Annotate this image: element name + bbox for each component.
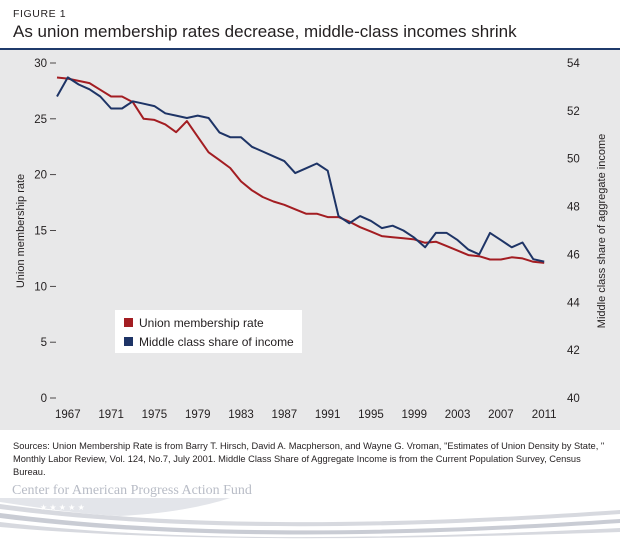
- x-tick-label: 1995: [358, 409, 384, 421]
- line-chart: Union membership rate Middle class share…: [15, 58, 608, 421]
- y-right-tick-label: 46: [567, 249, 580, 261]
- y-right-tick-label: 48: [567, 202, 580, 214]
- x-tick-label: 1991: [315, 409, 341, 421]
- legend-label-middle-class: Middle class share of income: [139, 335, 294, 349]
- union-membership-line: [56, 76, 545, 264]
- chart-title: As union membership rates decrease, midd…: [13, 22, 517, 41]
- y-right-tick-label: 54: [567, 58, 580, 70]
- x-tick-label: 2007: [488, 409, 514, 421]
- y-left-tick-label: 25: [34, 114, 47, 126]
- y-left-tick-label: 5: [41, 337, 47, 349]
- x-tick-label: 2011: [532, 409, 557, 421]
- y-left-tick-label: 10: [34, 281, 47, 293]
- x-tick-label: 1971: [98, 409, 124, 421]
- y-left-tick-label: 0: [41, 393, 47, 405]
- y-left-tick-label: 30: [34, 58, 47, 70]
- x-tick-label: 1979: [185, 409, 211, 421]
- figure-label: FIGURE 1: [13, 8, 67, 20]
- flag-stripes-decoration: ★ ★ ★ ★ ★: [0, 498, 620, 539]
- y-right-tick-label: 40: [567, 393, 580, 405]
- svg-text:★ ★ ★ ★ ★: ★ ★ ★ ★ ★: [40, 503, 85, 512]
- legend-swatch-union: [124, 318, 133, 327]
- y-left-tick-label: 15: [34, 226, 47, 238]
- y-right-tick-label: 52: [567, 106, 580, 118]
- x-tick-label: 1983: [228, 409, 254, 421]
- x-tick-label: 1999: [401, 409, 427, 421]
- x-tick-label: 1967: [55, 409, 81, 421]
- y-left-tick-label: 20: [34, 170, 47, 182]
- legend-swatch-middle-class: [124, 337, 133, 346]
- title-rule: [0, 48, 620, 50]
- y-right-tick-label: 44: [567, 297, 580, 309]
- x-tick-label: 1975: [142, 409, 168, 421]
- y-right-tick-label: 50: [567, 154, 580, 166]
- chart-panel: [0, 50, 620, 430]
- y-axis-label-left: Union membership rate: [15, 174, 27, 288]
- middle-class-share-line: [56, 76, 545, 263]
- x-tick-label: 1987: [272, 409, 298, 421]
- brand-logo-text: Center for American Progress Action Fund: [12, 483, 252, 498]
- x-tick-label: 2003: [445, 409, 471, 421]
- legend-box: [115, 310, 302, 353]
- legend-label-union: Union membership rate: [139, 316, 264, 330]
- y-axis-label-right: Middle class share of aggregate income: [596, 134, 608, 328]
- y-right-tick-label: 42: [567, 345, 580, 357]
- sources-note: Sources: Union Membership Rate is from B…: [13, 441, 605, 477]
